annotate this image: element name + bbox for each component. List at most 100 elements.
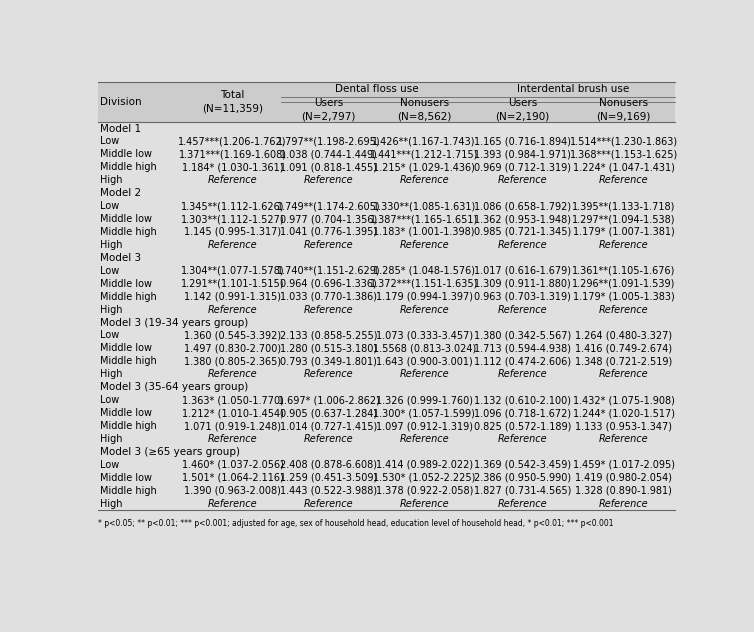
Text: Model 3 (≥65 years group): Model 3 (≥65 years group) <box>100 447 240 457</box>
Text: Low: Low <box>100 460 119 470</box>
Text: 1.393 (0.984-1.971): 1.393 (0.984-1.971) <box>474 149 571 159</box>
Text: Reference: Reference <box>207 175 257 185</box>
Text: 1.179 (0.994-1.397): 1.179 (0.994-1.397) <box>375 292 473 301</box>
Text: Low: Low <box>100 395 119 405</box>
Text: Users
(N=2,797): Users (N=2,797) <box>302 98 356 121</box>
Text: 1.303**(1.112-1.527): 1.303**(1.112-1.527) <box>181 214 284 224</box>
Text: 1.643 (0.900-3.001): 1.643 (0.900-3.001) <box>375 356 473 367</box>
Text: Reference: Reference <box>400 175 449 185</box>
Text: Reference: Reference <box>304 499 354 509</box>
Text: Low: Low <box>100 137 119 147</box>
Text: 1.369 (0.542-3.459): 1.369 (0.542-3.459) <box>474 460 571 470</box>
Text: 1.501* (1.064-2.116): 1.501* (1.064-2.116) <box>182 473 284 483</box>
Text: 1.259 (0.451-3.509): 1.259 (0.451-3.509) <box>280 473 378 483</box>
Text: 0.964 (0.696-1.336): 0.964 (0.696-1.336) <box>280 279 377 289</box>
Text: 1.297**(1.094-1.538): 1.297**(1.094-1.538) <box>572 214 676 224</box>
Text: High: High <box>100 240 122 250</box>
Text: 1.361**(1.105-1.676): 1.361**(1.105-1.676) <box>572 266 676 276</box>
Text: 0.793 (0.349-1.801): 0.793 (0.349-1.801) <box>280 356 377 367</box>
Text: Reference: Reference <box>599 369 648 379</box>
Text: 1.086 (0.658-1.792): 1.086 (0.658-1.792) <box>474 201 571 211</box>
Text: 1.212* (1.010-1.454): 1.212* (1.010-1.454) <box>182 408 284 418</box>
Text: 1.697* (1.006-2.862): 1.697* (1.006-2.862) <box>277 395 380 405</box>
Text: Middle high: Middle high <box>100 292 156 301</box>
Text: 1.395**(1.133-1.718): 1.395**(1.133-1.718) <box>572 201 676 211</box>
Text: 1.797**(1.198-2.695): 1.797**(1.198-2.695) <box>277 137 381 147</box>
Text: 1.244* (1.020-1.517): 1.244* (1.020-1.517) <box>573 408 675 418</box>
Text: Reference: Reference <box>498 175 547 185</box>
Text: 1.264 (0.480-3.327): 1.264 (0.480-3.327) <box>575 331 673 341</box>
Text: Middle low: Middle low <box>100 149 152 159</box>
Text: Reference: Reference <box>304 369 354 379</box>
Text: 1.071 (0.919-1.248): 1.071 (0.919-1.248) <box>184 421 281 431</box>
Text: Reference: Reference <box>400 369 449 379</box>
Text: 1.530* (1.052-2.225): 1.530* (1.052-2.225) <box>373 473 475 483</box>
Text: Dental floss use: Dental floss use <box>335 84 418 94</box>
Text: 1.285* (1.048-1.576): 1.285* (1.048-1.576) <box>373 266 475 276</box>
Text: Middle low: Middle low <box>100 408 152 418</box>
Text: 1.304**(1.077-1.578): 1.304**(1.077-1.578) <box>181 266 284 276</box>
Text: 1.280 (0.515-3.180): 1.280 (0.515-3.180) <box>280 343 377 353</box>
Text: 1.091 (0.818-1.455): 1.091 (0.818-1.455) <box>280 162 377 173</box>
Text: Model 3 (19-34 years group): Model 3 (19-34 years group) <box>100 317 248 327</box>
Text: Middle low: Middle low <box>100 214 152 224</box>
Text: Reference: Reference <box>207 369 257 379</box>
Bar <box>98 82 675 122</box>
Text: 1.142 (0.991-1.315): 1.142 (0.991-1.315) <box>184 292 281 301</box>
Text: 1.713 (0.594-4.938): 1.713 (0.594-4.938) <box>474 343 571 353</box>
Text: 1.215* (1.029-1.436): 1.215* (1.029-1.436) <box>373 162 475 173</box>
Text: 1.184* (1.030-1.361): 1.184* (1.030-1.361) <box>182 162 284 173</box>
Text: Reference: Reference <box>599 240 648 250</box>
Text: Reference: Reference <box>599 175 648 185</box>
Text: 1.372***(1.151-1.635): 1.372***(1.151-1.635) <box>370 279 478 289</box>
Text: 1.224* (1.047-1.431): 1.224* (1.047-1.431) <box>573 162 675 173</box>
Text: 1.165 (0.716-1.894): 1.165 (0.716-1.894) <box>474 137 571 147</box>
Text: 1.387***(1.165-1.651): 1.387***(1.165-1.651) <box>370 214 478 224</box>
Text: Middle high: Middle high <box>100 421 156 431</box>
Text: Reference: Reference <box>599 434 648 444</box>
Text: 0.985 (0.721-1.345): 0.985 (0.721-1.345) <box>474 227 571 237</box>
Text: 1.112 (0.474-2.606): 1.112 (0.474-2.606) <box>474 356 571 367</box>
Text: 0.905 (0.637-1.284): 0.905 (0.637-1.284) <box>280 408 377 418</box>
Text: Model 3 (35-64 years group): Model 3 (35-64 years group) <box>100 382 248 392</box>
Text: 1.416 (0.749-2.674): 1.416 (0.749-2.674) <box>575 343 673 353</box>
Text: High: High <box>100 434 122 444</box>
Text: 1.749**(1.174-2.605): 1.749**(1.174-2.605) <box>277 201 381 211</box>
Text: 1.309 (0.911-1.880): 1.309 (0.911-1.880) <box>474 279 571 289</box>
Text: 1.330**(1.085-1.631): 1.330**(1.085-1.631) <box>372 201 476 211</box>
Text: Reference: Reference <box>599 499 648 509</box>
Text: Middle low: Middle low <box>100 343 152 353</box>
Text: Reference: Reference <box>207 434 257 444</box>
Text: Reference: Reference <box>498 369 547 379</box>
Text: Nonusers
(N=8,562): Nonusers (N=8,562) <box>397 98 452 121</box>
Text: Reference: Reference <box>400 434 449 444</box>
Text: 1.740**(1.151-2.629): 1.740**(1.151-2.629) <box>277 266 381 276</box>
Text: 0.963 (0.703-1.319): 0.963 (0.703-1.319) <box>474 292 571 301</box>
Text: 1.300* (1.057-1.599): 1.300* (1.057-1.599) <box>373 408 475 418</box>
Text: 1.183* (1.001-1.398): 1.183* (1.001-1.398) <box>373 227 475 237</box>
Text: 2.408 (0.878-6.608): 2.408 (0.878-6.608) <box>280 460 377 470</box>
Text: High: High <box>100 499 122 509</box>
Text: 1.378 (0.922-2.058): 1.378 (0.922-2.058) <box>375 486 473 495</box>
Text: Reference: Reference <box>400 240 449 250</box>
Text: Nonusers
(N=9,169): Nonusers (N=9,169) <box>596 98 651 121</box>
Text: 1.038 (0.744-1.449): 1.038 (0.744-1.449) <box>280 149 377 159</box>
Text: High: High <box>100 369 122 379</box>
Text: 1.345**(1.112-1.626): 1.345**(1.112-1.626) <box>181 201 284 211</box>
Text: Reference: Reference <box>498 434 547 444</box>
Text: 1.460* (1.037-2.056): 1.460* (1.037-2.056) <box>182 460 284 470</box>
Text: 1.296**(1.091-1.539): 1.296**(1.091-1.539) <box>572 279 676 289</box>
Text: * p<0.05; ** p<0.01; *** p<0.001; adjusted for age, sex of household head, educa: * p<0.05; ** p<0.01; *** p<0.001; adjust… <box>98 520 614 528</box>
Text: 1.360 (0.545-3.392): 1.360 (0.545-3.392) <box>184 331 281 341</box>
Text: 1.348 (0.721-2.519): 1.348 (0.721-2.519) <box>575 356 673 367</box>
Text: 2.386 (0.950-5.990): 2.386 (0.950-5.990) <box>474 473 571 483</box>
Text: 1.459* (1.017-2.095): 1.459* (1.017-2.095) <box>573 460 675 470</box>
Text: 1.362 (0.953-1.948): 1.362 (0.953-1.948) <box>474 214 571 224</box>
Text: Reference: Reference <box>207 305 257 315</box>
Text: 1.380 (0.805-2.365): 1.380 (0.805-2.365) <box>184 356 281 367</box>
Text: Middle high: Middle high <box>100 227 156 237</box>
Text: Low: Low <box>100 266 119 276</box>
Text: Reference: Reference <box>304 175 354 185</box>
Text: 1.432* (1.075-1.908): 1.432* (1.075-1.908) <box>573 395 675 405</box>
Text: Interdental brush use: Interdental brush use <box>517 84 630 94</box>
